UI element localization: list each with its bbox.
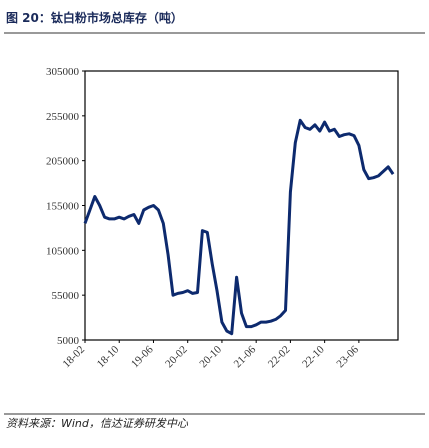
x-tick-label: 23-06	[334, 343, 361, 370]
y-tick-label: 305000	[46, 66, 80, 78]
source: 资料来源：Wind，信达证券研发中心	[6, 417, 189, 430]
x-tick-label: 22-02	[266, 344, 293, 371]
x-tick-label: 18-10	[95, 343, 122, 370]
plot-frame	[84, 70, 399, 341]
line-series	[83, 118, 395, 336]
y-tick-label: 255000	[46, 111, 80, 123]
chart-title: 图 20：钛白粉市场总库存（吨）	[6, 10, 183, 25]
x-tick-label: 19-06	[129, 343, 156, 370]
x-tick-label: 21-06	[232, 343, 259, 370]
y-tick-label: 205000	[46, 156, 80, 168]
y-tick-label: 105000	[46, 245, 80, 257]
x-tick-label: 22-10	[300, 343, 327, 370]
x-tick-label: 18-02	[60, 344, 87, 371]
y-tick-label: 5000	[57, 335, 80, 347]
y-tick-label: 155000	[46, 201, 80, 213]
x-tick-label: 20-10	[197, 343, 224, 370]
y-tick-label: 55000	[52, 290, 80, 302]
x-tick-label: 20-02	[163, 344, 190, 371]
